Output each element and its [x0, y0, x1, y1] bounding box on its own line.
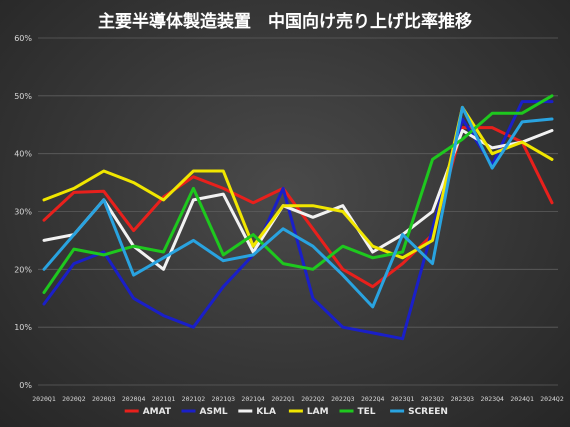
gridlines	[38, 37, 558, 386]
legend-label: SCREEN	[408, 407, 448, 417]
x-tick-label: 2022Q2	[301, 395, 325, 403]
x-tick-label: 2022Q4	[361, 395, 385, 403]
x-tick-label: 2023Q3	[451, 395, 475, 403]
legend: AMAT ASML KLA LAM TEL SCREEN	[124, 407, 448, 417]
series-line-screen	[42, 105, 554, 309]
series-lines	[42, 94, 554, 341]
x-tick-label: 2023Q4	[480, 395, 504, 403]
x-tick-label: 2021Q1	[152, 395, 176, 403]
y-axis-ticks: 0% 10% 20% 30% 40% 50% 60%	[14, 34, 32, 390]
y-tick-label: 30%	[14, 208, 32, 217]
legend-label: KLA	[256, 407, 276, 417]
y-tick-label: 60%	[14, 34, 32, 43]
x-tick-label: 2023Q1	[391, 395, 415, 403]
series-line-asml	[42, 100, 554, 341]
x-tick-label: 2021Q4	[241, 395, 265, 403]
x-tick-label: 2022Q3	[331, 395, 355, 403]
legend-item-amat: AMAT	[124, 407, 172, 417]
x-tick-label: 2020Q3	[92, 395, 116, 403]
legend-label: ASML	[200, 407, 228, 417]
x-tick-label: 2020Q4	[122, 395, 146, 403]
x-tick-label: 2021Q3	[212, 395, 236, 403]
legend-item-screen: SCREEN	[390, 407, 448, 417]
y-tick-label: 10%	[14, 323, 32, 332]
x-tick-label: 2021Q2	[182, 395, 206, 403]
series-line-lam	[42, 105, 554, 260]
legend-item-lam: LAM	[288, 407, 329, 417]
x-tick-label: 2024Q2	[540, 395, 564, 403]
legend-label: AMAT	[143, 407, 172, 417]
y-tick-label: 0%	[19, 381, 32, 390]
x-axis-ticks: 2020Q1 2020Q2 2020Q3 2020Q4 2021Q1 2021Q2 2021…	[32, 395, 564, 403]
y-tick-label: 50%	[14, 92, 32, 101]
chart-title: 主要半導体製造装置 中国向け売り上げ比率推移	[98, 11, 472, 32]
x-tick-label: 2022Q1	[271, 395, 295, 403]
legend-item-tel: TEL	[339, 407, 376, 417]
x-tick-label: 2024Q1	[510, 395, 534, 403]
series-line-tel	[42, 94, 554, 294]
x-tick-label: 2023Q2	[421, 395, 445, 403]
legend-label: LAM	[307, 407, 329, 417]
x-tick-label: 2020Q2	[62, 395, 86, 403]
legend-item-kla: KLA	[238, 407, 276, 417]
y-tick-label: 40%	[14, 150, 32, 159]
legend-item-asml: ASML	[181, 407, 228, 417]
x-tick-label: 2020Q1	[32, 395, 56, 403]
y-tick-label: 20%	[14, 265, 32, 274]
legend-label: TEL	[358, 407, 376, 417]
